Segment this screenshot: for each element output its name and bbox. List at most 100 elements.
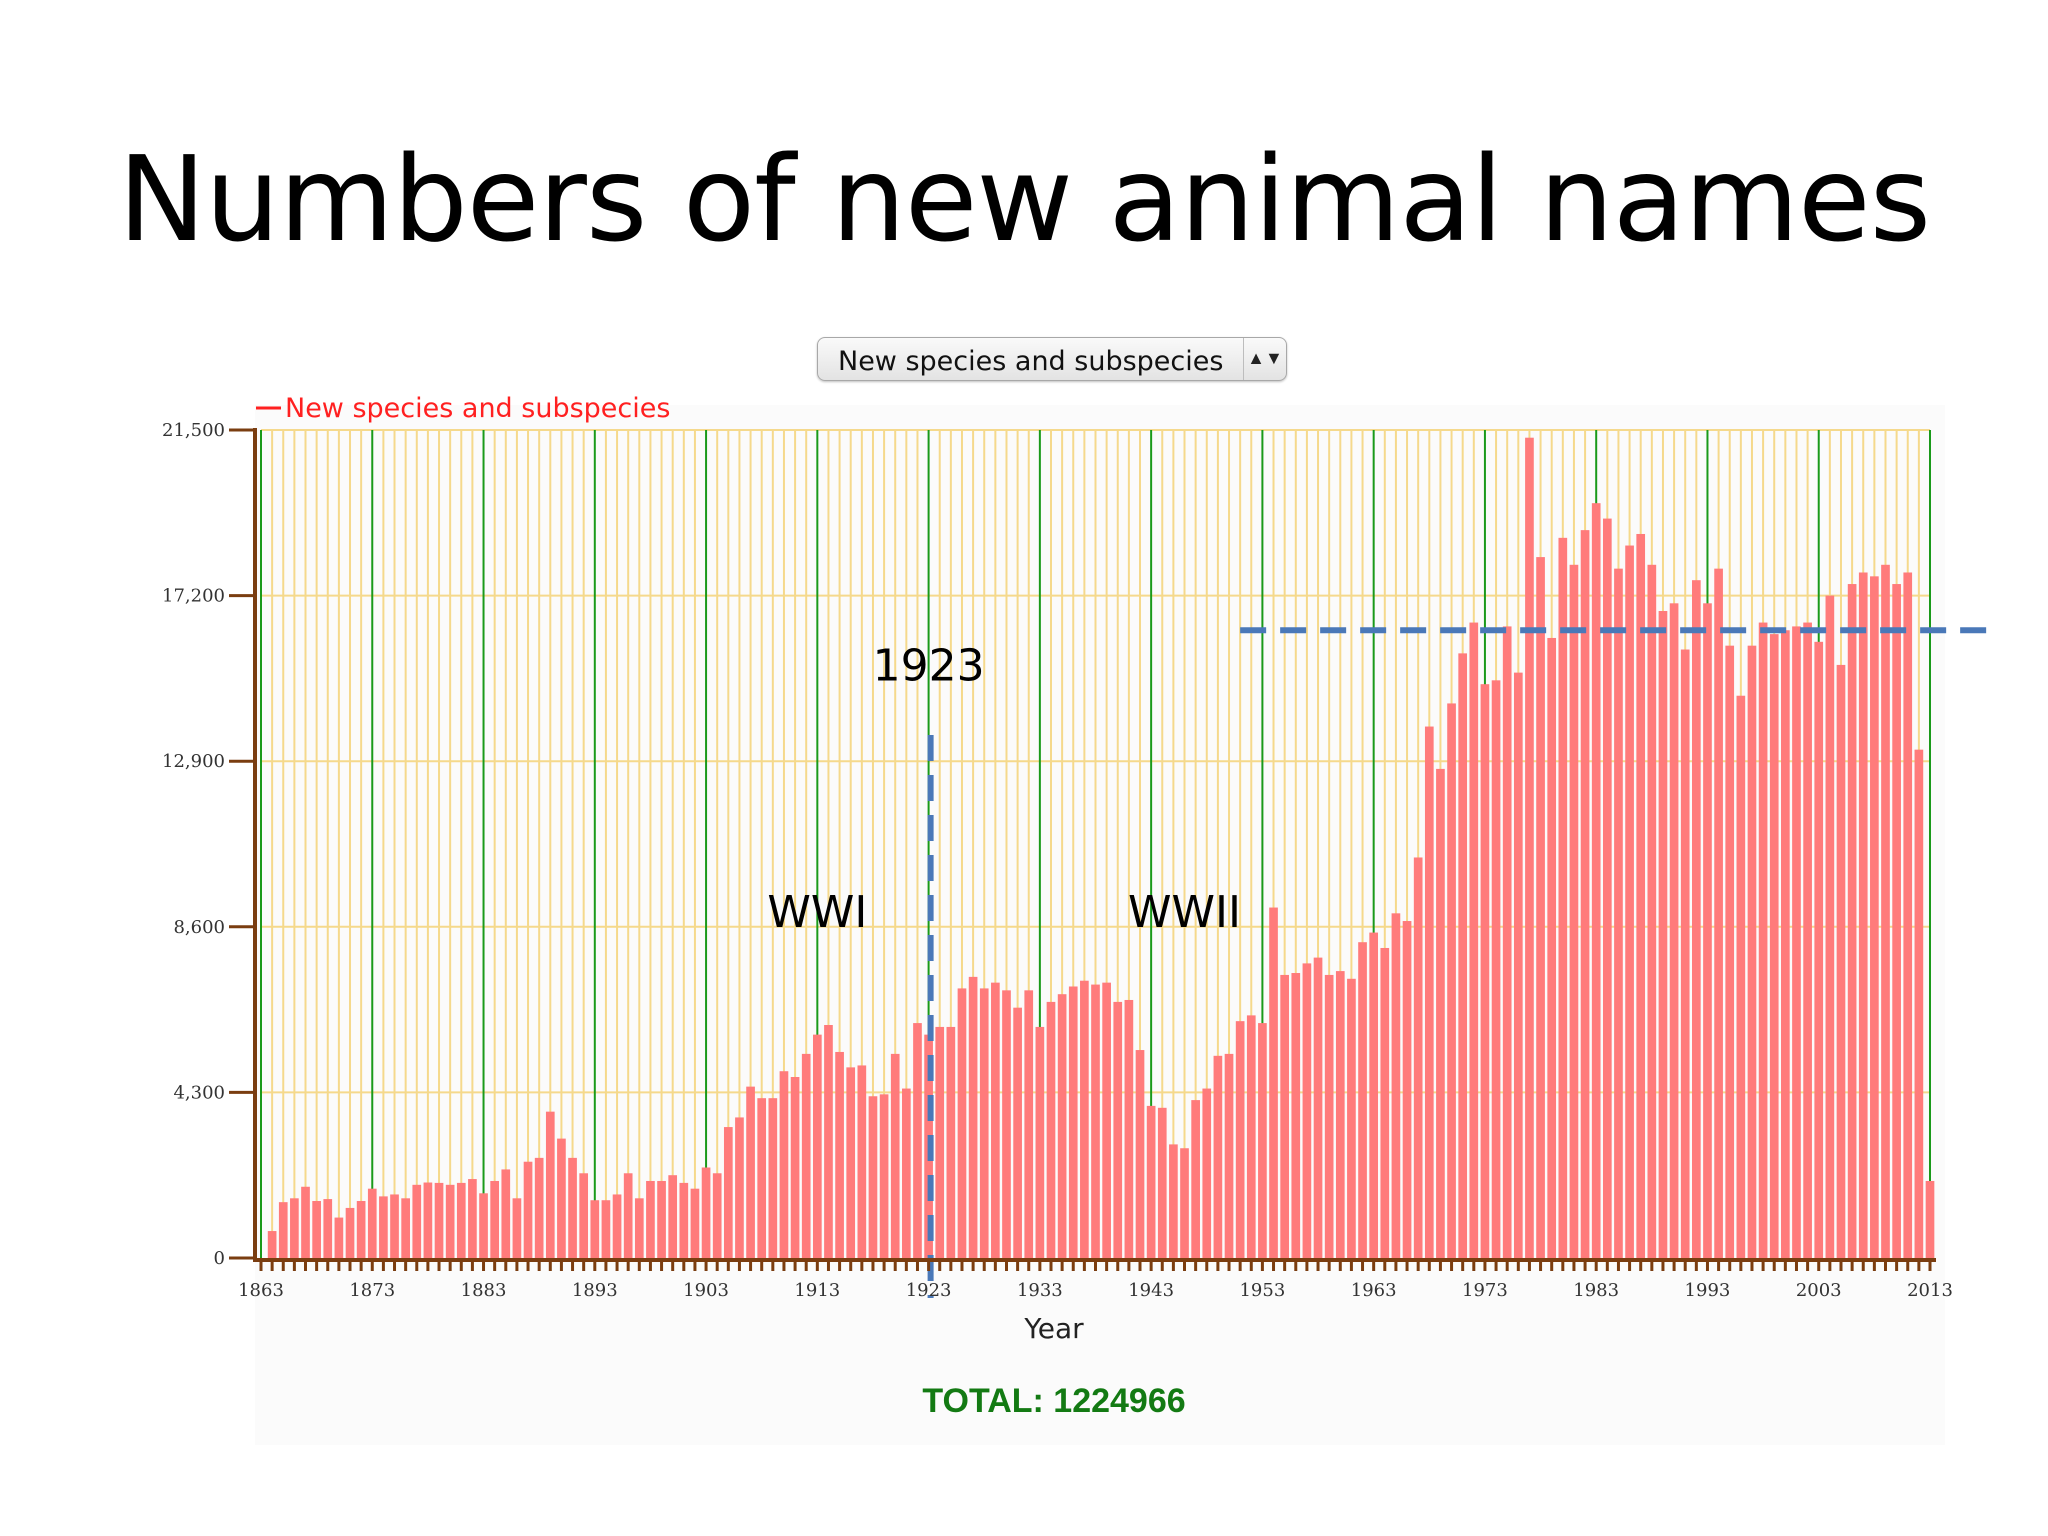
bar-1903 xyxy=(701,1167,711,1258)
bar-2005 xyxy=(1836,664,1846,1258)
bar-1980 xyxy=(1558,537,1568,1258)
bar-1960 xyxy=(1335,971,1345,1258)
bar-1946 xyxy=(1180,1148,1189,1258)
x-tick-label: 1883 xyxy=(461,1280,507,1301)
series-select[interactable]: New species and subspecies ▲▼ xyxy=(817,337,1287,381)
bar-2012 xyxy=(1914,749,1924,1258)
bar-1976 xyxy=(1513,672,1523,1258)
bar-1979 xyxy=(1547,637,1557,1258)
bar-1892 xyxy=(579,1173,589,1258)
bar-1967 xyxy=(1413,857,1423,1258)
bar-1910 xyxy=(779,1071,789,1258)
bar-1908 xyxy=(757,1098,767,1258)
bar-1925 xyxy=(946,1026,956,1258)
bar-1970 xyxy=(1447,703,1456,1258)
bar-1973 xyxy=(1480,684,1490,1258)
bar-1956 xyxy=(1291,973,1301,1258)
bar-1992 xyxy=(1692,580,1701,1258)
bar-1875 xyxy=(390,1194,399,1258)
bar-1901 xyxy=(679,1182,689,1258)
bar-1918 xyxy=(868,1096,878,1258)
bar-1972 xyxy=(1469,622,1479,1258)
bar-1897 xyxy=(634,1198,644,1258)
bar-1899 xyxy=(657,1180,666,1258)
bar-1937 xyxy=(1080,980,1089,1258)
x-tick-label: 1963 xyxy=(1351,1280,1397,1301)
bar-1911 xyxy=(790,1076,800,1258)
bar-1885 xyxy=(501,1169,511,1258)
axes xyxy=(229,428,1936,1271)
bar-1881 xyxy=(456,1182,466,1258)
bar-2004 xyxy=(1825,595,1835,1258)
bar-1964 xyxy=(1380,947,1390,1258)
x-tick-label: 1923 xyxy=(906,1280,952,1301)
bar-1906 xyxy=(735,1117,744,1258)
bar-1905 xyxy=(723,1127,733,1258)
bar-1965 xyxy=(1391,913,1401,1258)
bar-1865 xyxy=(278,1202,288,1258)
bar-1926 xyxy=(957,988,967,1258)
bar-1950 xyxy=(1224,1053,1234,1258)
bar-1995 xyxy=(1725,645,1735,1258)
bar-1962 xyxy=(1358,942,1367,1258)
bar-1872 xyxy=(356,1201,366,1258)
bar-1999 xyxy=(1769,634,1779,1258)
bar-1916 xyxy=(846,1067,856,1258)
bar-2010 xyxy=(1892,584,1901,1258)
y-tick-label: 0 xyxy=(214,1248,225,1269)
bar-1867 xyxy=(301,1186,310,1258)
bar-1954 xyxy=(1269,907,1278,1258)
x-tick-label: 1993 xyxy=(1685,1280,1731,1301)
bar-1994 xyxy=(1714,568,1723,1258)
bar-1912 xyxy=(801,1053,811,1258)
bar-1888 xyxy=(534,1157,544,1258)
slide-title: Numbers of new animal names xyxy=(117,130,1931,268)
bar-1887 xyxy=(523,1161,533,1258)
x-tick-label: 1913 xyxy=(794,1280,840,1301)
bar-1920 xyxy=(890,1053,900,1258)
bar-1971 xyxy=(1458,653,1468,1258)
bar-1952 xyxy=(1246,1015,1256,1258)
bar-1932 xyxy=(1024,990,1034,1258)
x-tick-label: 1873 xyxy=(349,1280,395,1301)
select-arrows-icon: ▲▼ xyxy=(1243,338,1286,380)
bar-1894 xyxy=(601,1200,611,1258)
bar-1989 xyxy=(1658,611,1668,1258)
bar-1941 xyxy=(1124,999,1134,1258)
bar-1983 xyxy=(1591,503,1601,1258)
bar-1982 xyxy=(1580,530,1590,1258)
bar-1907 xyxy=(746,1086,755,1258)
bar-2003 xyxy=(1814,641,1824,1258)
bar-1986 xyxy=(1625,545,1634,1258)
bar-1990 xyxy=(1669,603,1679,1258)
bar-1947 xyxy=(1191,1100,1200,1258)
legend-label: New species and subspecies xyxy=(285,393,670,424)
series-select-label: New species and subspecies xyxy=(838,346,1224,377)
y-tick-label: 17,200 xyxy=(162,586,225,607)
bar-1988 xyxy=(1647,564,1657,1258)
bar-1936 xyxy=(1068,986,1078,1258)
x-tick-label: 2003 xyxy=(1796,1280,1842,1301)
bar-1893 xyxy=(590,1200,600,1258)
bar-1993 xyxy=(1703,603,1712,1258)
bar-1931 xyxy=(1013,1007,1022,1258)
bar-1890 xyxy=(557,1138,566,1258)
y-tick-label: 8,600 xyxy=(173,917,225,938)
bar-2008 xyxy=(1870,576,1879,1258)
bar-1935 xyxy=(1057,994,1067,1258)
bar-1953 xyxy=(1258,1023,1267,1258)
bar-1977 xyxy=(1525,437,1534,1258)
bar-1864 xyxy=(267,1231,277,1258)
bar-1889 xyxy=(545,1111,555,1258)
bar-1985 xyxy=(1614,568,1623,1258)
bar-1898 xyxy=(646,1180,655,1258)
bar-1891 xyxy=(568,1157,577,1258)
bar-1877 xyxy=(412,1184,422,1258)
annotation-1923: 1923 xyxy=(873,640,985,691)
bar-1909 xyxy=(768,1098,778,1258)
bar-1917 xyxy=(857,1065,867,1258)
y-tick-label: 12,900 xyxy=(162,751,225,772)
bar-1928 xyxy=(979,988,989,1258)
bar-1958 xyxy=(1313,957,1323,1258)
